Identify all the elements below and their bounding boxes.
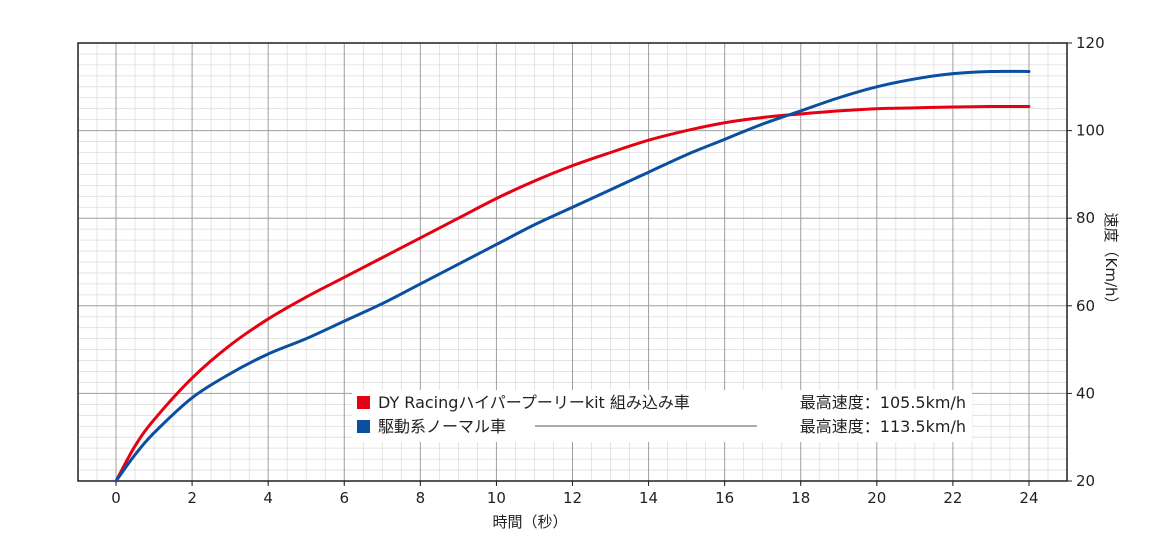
legend-label-series-1: DY Racingハイパープーリーkit 組み込み車 [378, 393, 690, 412]
x-tick-label: 20 [867, 489, 886, 507]
y-tick-label: 120 [1076, 34, 1105, 52]
x-tick-label: 16 [715, 489, 734, 507]
x-tick-label: 2 [187, 489, 197, 507]
legend: DY Racingハイパープーリーkit 組み込み車 最高速度：105.5km/… [352, 390, 972, 442]
series-line-2 [114, 69, 1031, 483]
x-tick-label: 24 [1019, 489, 1038, 507]
y-tick-label: 80 [1076, 209, 1095, 227]
x-tick-label: 6 [339, 489, 349, 507]
legend-background [352, 390, 972, 442]
legend-swatch-series-2 [357, 420, 370, 433]
y-tick-label: 20 [1076, 472, 1095, 490]
x-tick-label: 0 [111, 489, 121, 507]
legend-extra-series-1: 最高速度：105.5km/h [800, 393, 966, 412]
y-axis-ticks: 20 40 60 80 100 120 [1067, 34, 1105, 490]
y-tick-label: 100 [1076, 122, 1105, 140]
x-tick-label: 22 [943, 489, 962, 507]
y-tick-label: 60 [1076, 297, 1095, 315]
y-axis-title: 速度（Km/h） [1102, 212, 1120, 311]
legend-label-series-2: 駆動系ノーマル車 [378, 417, 506, 436]
series-lines [114, 69, 1031, 483]
series-line-1 [114, 104, 1031, 483]
x-tick-label: 18 [791, 489, 810, 507]
x-tick-label: 4 [263, 489, 273, 507]
x-axis-title: 時間（秒） [492, 513, 567, 531]
x-tick-label: 8 [416, 489, 426, 507]
x-tick-label: 12 [563, 489, 582, 507]
legend-extra-series-2: 最高速度：113.5km/h [800, 417, 966, 436]
legend-swatch-series-1 [357, 396, 370, 409]
x-axis-ticks: 0 2 4 6 8 10 12 14 16 18 20 22 24 [111, 481, 1039, 507]
x-tick-label: 10 [487, 489, 506, 507]
x-tick-label: 14 [639, 489, 658, 507]
y-tick-label: 40 [1076, 384, 1095, 402]
